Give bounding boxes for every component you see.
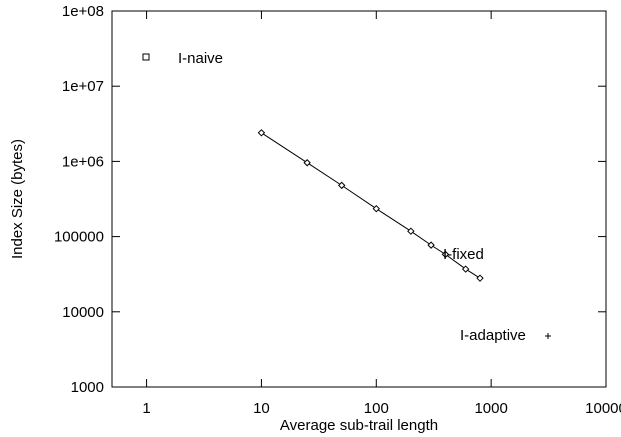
y-tick-label: 100000 bbox=[54, 229, 104, 246]
y-axis-title: Index Size (bytes) bbox=[9, 139, 26, 259]
i-naive-label: I-naive bbox=[178, 50, 223, 67]
x-tick-label: 10000 bbox=[585, 400, 621, 417]
data-point bbox=[303, 159, 311, 167]
x-axis-title: Average sub-trail length bbox=[280, 417, 438, 434]
x-tick-label: 1000 bbox=[474, 400, 507, 417]
plot-frame bbox=[111, 10, 607, 388]
i-adaptive-label: I-adaptive bbox=[460, 327, 526, 344]
legend-i-adaptive: I-adaptive bbox=[460, 327, 551, 344]
series-layer bbox=[257, 129, 484, 282]
data-point bbox=[441, 250, 450, 259]
data-point bbox=[372, 204, 380, 213]
y-tick-label: 1e+08 bbox=[62, 3, 104, 20]
data-point bbox=[257, 129, 266, 137]
i-naive-marker bbox=[142, 53, 150, 61]
x-tick-label: 10 bbox=[253, 400, 270, 417]
y-tick-label: 1e+06 bbox=[62, 153, 104, 170]
i-fixed-label: I-fixed bbox=[443, 246, 484, 263]
data-point bbox=[338, 181, 346, 190]
y-tick-label: 1000 bbox=[71, 379, 104, 396]
x-tick-label: 1 bbox=[142, 400, 150, 417]
data-point bbox=[427, 241, 435, 249]
y-tick-label: 1e+07 bbox=[62, 78, 104, 95]
i-adaptive-marker bbox=[545, 333, 551, 339]
data-point bbox=[476, 274, 484, 282]
data-point bbox=[407, 227, 415, 235]
data-point bbox=[461, 265, 470, 273]
legend-i-naive: I-naive bbox=[142, 50, 223, 67]
x-axis-ticks: 1 10 100 1000 10000 bbox=[142, 11, 621, 417]
x-tick-label: 100 bbox=[364, 400, 389, 417]
y-axis-ticks: 1000 10000 100000 1e+06 1e+07 1e+08 bbox=[54, 3, 606, 396]
y-tick-label: 10000 bbox=[62, 304, 104, 321]
